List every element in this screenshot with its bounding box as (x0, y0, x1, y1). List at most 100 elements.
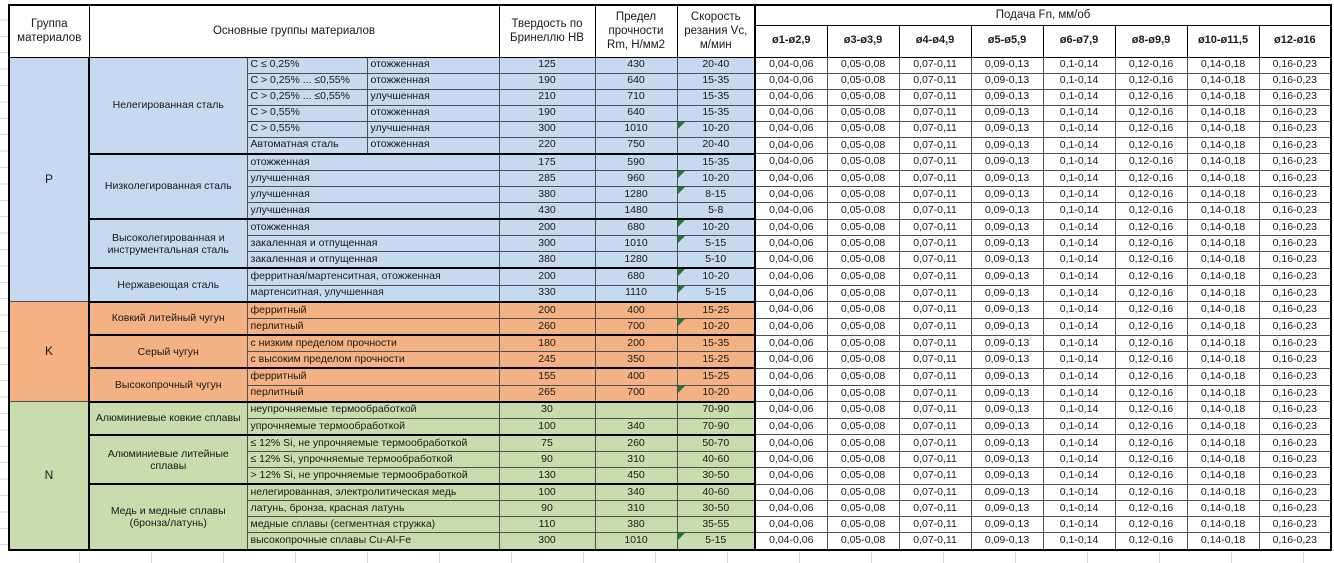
cell-feed-6[interactable]: 0,12-0,16 (1114, 500, 1188, 518)
cell-feed-3[interactable]: 0,07-0,11 (898, 104, 972, 122)
cell-material-group[interactable]: P (8, 56, 90, 303)
cell-feed-1[interactable]: 0,04-0,06 (754, 301, 828, 319)
cell-feed-3[interactable]: 0,07-0,11 (898, 367, 972, 386)
cell-condition-2[interactable]: отожженная (366, 136, 500, 155)
cell-feed-5[interactable]: 0,1-0,14 (1042, 301, 1116, 319)
cell-feed-4[interactable]: 0,09-0,13 (970, 201, 1044, 220)
cell-feed-2[interactable]: 0,05-0,08 (826, 483, 900, 502)
cell-feed-6[interactable]: 0,12-0,16 (1114, 56, 1188, 74)
cell-feed-8[interactable]: 0,16-0,23 (1258, 317, 1332, 336)
cell-hardness-hb[interactable]: 180 (498, 334, 596, 353)
cell-feed-3[interactable]: 0,07-0,11 (898, 516, 972, 534)
cell-strength-rm[interactable]: 1280 (594, 185, 678, 203)
cell-feed-3[interactable]: 0,07-0,11 (898, 136, 972, 155)
header-cutting-speed-vc[interactable]: Скорость резания Vc, м/мин (676, 4, 757, 58)
cell-strength-rm[interactable]: 590 (594, 153, 678, 171)
cell-subgroup-name[interactable]: Серый чугун (88, 334, 248, 370)
cell-hardness-hb[interactable]: 175 (498, 153, 596, 171)
cell-feed-1[interactable]: 0,04-0,06 (754, 88, 828, 106)
cell-feed-8[interactable]: 0,16-0,23 (1258, 351, 1332, 369)
cell-feed-4[interactable]: 0,09-0,13 (970, 384, 1044, 403)
cell-cutting-speed-vc[interactable]: 30-50 (676, 500, 757, 518)
cell-strength-rm[interactable]: 350 (594, 351, 678, 370)
cell-condition-2[interactable]: улучшенная (366, 88, 500, 106)
cell-feed-5[interactable]: 0,1-0,14 (1042, 451, 1116, 469)
header-diameter-5[interactable]: ø6-ø7,9 (1042, 24, 1116, 58)
cell-hardness-hb[interactable]: 220 (498, 136, 596, 155)
cell-feed-2[interactable]: 0,05-0,08 (826, 301, 900, 319)
cell-condition[interactable]: нелегированная, электролитическая медь (246, 483, 500, 502)
cell-feed-7[interactable]: 0,14-0,18 (1186, 235, 1260, 253)
cell-condition[interactable]: улучшенная (246, 201, 500, 221)
cell-feed-7[interactable]: 0,14-0,18 (1186, 72, 1260, 90)
cell-feed-4[interactable]: 0,09-0,13 (970, 434, 1044, 453)
cell-feed-4[interactable]: 0,09-0,13 (970, 88, 1044, 106)
cell-feed-6[interactable]: 0,12-0,16 (1114, 235, 1188, 253)
cell-feed-3[interactable]: 0,07-0,11 (898, 251, 972, 269)
cell-hardness-hb[interactable]: 380 (498, 185, 596, 203)
cell-feed-2[interactable]: 0,05-0,08 (826, 104, 900, 122)
cell-condition-1[interactable]: C > 0,55% (246, 120, 368, 138)
cell-cutting-speed-vc[interactable]: 5-15 (676, 532, 757, 552)
cell-condition[interactable]: мартенситная, улучшенная (246, 284, 500, 303)
cell-hardness-hb[interactable]: 330 (498, 284, 596, 303)
cell-hardness-hb[interactable]: 155 (498, 367, 596, 386)
cell-feed-4[interactable]: 0,09-0,13 (970, 351, 1044, 369)
cell-feed-2[interactable]: 0,05-0,08 (826, 351, 900, 369)
cell-feed-8[interactable]: 0,16-0,23 (1258, 434, 1332, 453)
cell-feed-6[interactable]: 0,12-0,16 (1114, 384, 1188, 403)
cell-feed-2[interactable]: 0,05-0,08 (826, 401, 900, 419)
cell-cutting-speed-vc[interactable]: 8-15 (676, 185, 757, 203)
cell-condition-2[interactable]: отожженная (366, 104, 500, 122)
header-diameter-3[interactable]: ø4-ø4,9 (898, 24, 972, 58)
cell-condition-2[interactable]: отожженная (366, 56, 500, 74)
cell-feed-6[interactable]: 0,12-0,16 (1114, 317, 1188, 336)
cell-condition-1[interactable]: C > 0,25% ... ≤0,55% (246, 88, 368, 106)
cell-feed-2[interactable]: 0,05-0,08 (826, 284, 900, 303)
cell-feed-8[interactable]: 0,16-0,23 (1258, 267, 1332, 286)
cell-feed-1[interactable]: 0,04-0,06 (754, 218, 828, 237)
cell-hardness-hb[interactable]: 190 (498, 104, 596, 122)
cell-condition[interactable]: отожженная (246, 153, 500, 171)
cell-condition-1[interactable]: C > 0,55% (246, 104, 368, 122)
cell-feed-1[interactable]: 0,04-0,06 (754, 56, 828, 74)
cell-feed-5[interactable]: 0,1-0,14 (1042, 334, 1116, 353)
cell-strength-rm[interactable]: 260 (594, 434, 678, 453)
cell-feed-1[interactable]: 0,04-0,06 (754, 267, 828, 286)
cell-condition[interactable]: ферритный (246, 301, 500, 319)
cell-condition-1[interactable]: Автоматная сталь (246, 136, 368, 155)
cell-cutting-speed-vc[interactable]: 15-35 (676, 104, 757, 122)
cell-feed-1[interactable]: 0,04-0,06 (754, 169, 828, 187)
cell-feed-8[interactable]: 0,16-0,23 (1258, 72, 1332, 90)
cell-hardness-hb[interactable]: 380 (498, 251, 596, 270)
cell-feed-1[interactable]: 0,04-0,06 (754, 483, 828, 502)
cell-condition[interactable]: с высоким пределом прочности (246, 351, 500, 370)
cell-feed-5[interactable]: 0,1-0,14 (1042, 434, 1116, 453)
cell-feed-4[interactable]: 0,09-0,13 (970, 417, 1044, 436)
cell-cutting-speed-vc[interactable]: 10-20 (676, 384, 757, 403)
cell-hardness-hb[interactable]: 285 (498, 169, 596, 187)
cell-feed-6[interactable]: 0,12-0,16 (1114, 72, 1188, 90)
cell-feed-8[interactable]: 0,16-0,23 (1258, 500, 1332, 518)
cell-feed-7[interactable]: 0,14-0,18 (1186, 367, 1260, 386)
cell-feed-5[interactable]: 0,1-0,14 (1042, 401, 1116, 419)
cell-feed-3[interactable]: 0,07-0,11 (898, 532, 972, 551)
cell-feed-3[interactable]: 0,07-0,11 (898, 201, 972, 220)
cell-feed-4[interactable]: 0,09-0,13 (970, 136, 1044, 155)
cell-feed-6[interactable]: 0,12-0,16 (1114, 434, 1188, 453)
cell-feed-6[interactable]: 0,12-0,16 (1114, 532, 1188, 551)
cell-cutting-speed-vc[interactable]: 20-40 (676, 56, 757, 74)
cell-feed-7[interactable]: 0,14-0,18 (1186, 401, 1260, 419)
cell-feed-7[interactable]: 0,14-0,18 (1186, 88, 1260, 106)
cell-feed-3[interactable]: 0,07-0,11 (898, 417, 972, 436)
cell-feed-6[interactable]: 0,12-0,16 (1114, 451, 1188, 469)
cell-feed-5[interactable]: 0,1-0,14 (1042, 483, 1116, 502)
cell-feed-6[interactable]: 0,12-0,16 (1114, 185, 1188, 203)
cell-condition[interactable]: > 12% Si, не упрочняемые термообработкой (246, 467, 500, 486)
cell-feed-8[interactable]: 0,16-0,23 (1258, 301, 1332, 319)
cell-feed-8[interactable]: 0,16-0,23 (1258, 417, 1332, 436)
cell-feed-7[interactable]: 0,14-0,18 (1186, 483, 1260, 502)
cell-strength-rm[interactable]: 640 (594, 104, 678, 122)
cell-feed-7[interactable]: 0,14-0,18 (1186, 500, 1260, 518)
cell-cutting-speed-vc[interactable]: 5-8 (676, 201, 757, 221)
